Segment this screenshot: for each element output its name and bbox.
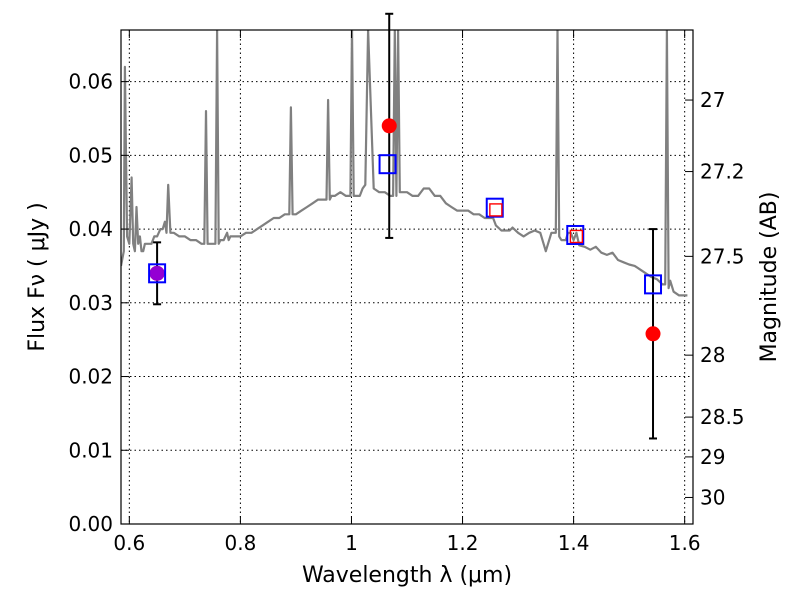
observed-point	[381, 118, 397, 134]
y2-tick-label: 30	[700, 485, 725, 509]
markers	[148, 12, 663, 440]
ticks	[121, 30, 693, 525]
x-tick-label: 1.4	[558, 531, 590, 555]
faint-observed-point	[489, 203, 503, 217]
plot-frame	[120, 29, 694, 525]
y2-tick-label: 27	[700, 88, 725, 112]
x-tick-label: 0.8	[224, 531, 256, 555]
y2-tick-label: 27.5	[700, 244, 745, 268]
y-axis-label: Flux Fν ( μJy )	[25, 202, 50, 351]
spectrum-line	[121, 30, 688, 297]
y-tick-label: 0.02	[68, 365, 113, 389]
y-tick-label: 0.06	[68, 70, 113, 94]
model-point	[485, 197, 504, 218]
y2-axis-label: Magnitude (AB)	[757, 192, 782, 363]
model-point	[378, 154, 397, 175]
x-axis-label: Wavelength λ (μm)	[302, 563, 512, 588]
y2-tick-label: 28.5	[700, 405, 745, 429]
x-tick-label: 0.6	[113, 531, 145, 555]
model-point	[644, 274, 663, 295]
y2-tick-label: 28	[700, 343, 725, 367]
x-tick-label: 1	[345, 531, 358, 555]
model-point	[566, 224, 585, 245]
observed-point	[645, 326, 661, 342]
y-tick-label: 0.00	[68, 512, 113, 536]
x-tick-label: 1.2	[447, 531, 479, 555]
y-tick-label: 0.01	[68, 438, 113, 462]
y-tick-label: 0.04	[68, 217, 113, 241]
blended-point	[149, 265, 165, 281]
faint-observed-point	[569, 229, 584, 244]
y-tick-label: 0.05	[68, 143, 113, 167]
plot-area	[121, 30, 688, 297]
tick-labels: 0.6 0.8 1 1.2 1.4 1.6 0.00 0.01 0.02 0.03 0.04 0.05…	[68, 70, 744, 555]
y-tick-label: 0.03	[68, 291, 113, 315]
y2-tick-label: 29	[700, 445, 725, 469]
y2-tick-label: 27.2	[700, 160, 745, 184]
model-point	[148, 263, 167, 284]
x-tick-label: 1.6	[669, 531, 701, 555]
